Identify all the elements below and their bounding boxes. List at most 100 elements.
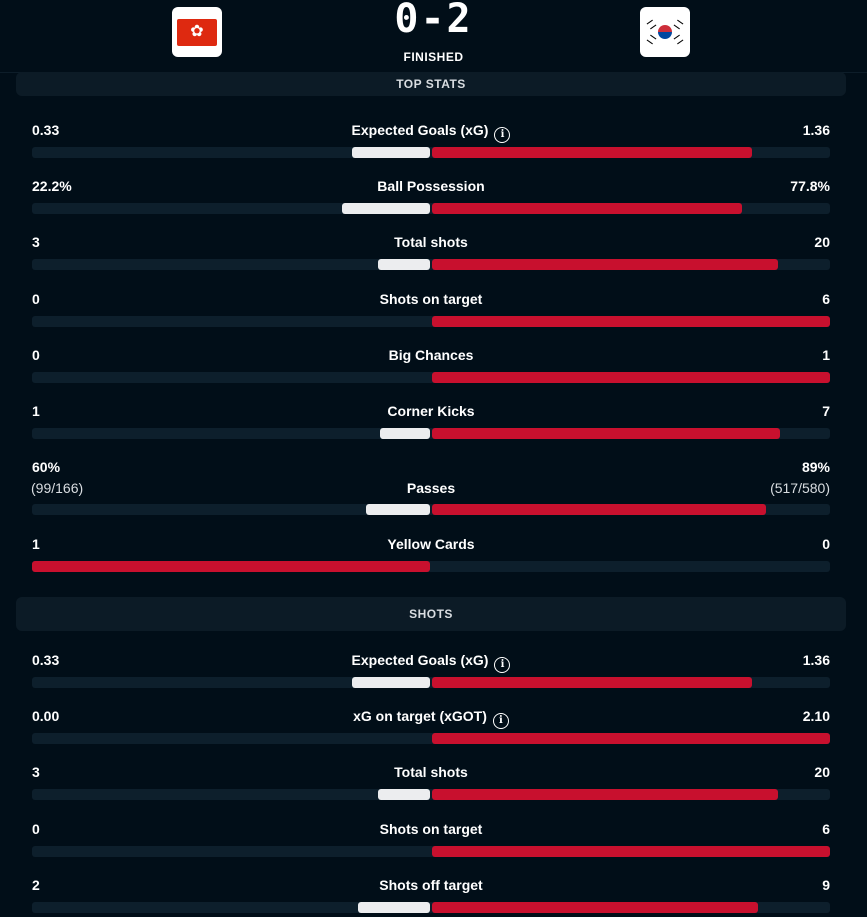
stat-label-text: Expected Goals (xG) — [351, 122, 489, 138]
away-stat-bar — [432, 789, 778, 800]
stat-label: Total shots — [32, 764, 830, 780]
away-stat-value: 1.36 — [802, 122, 830, 138]
stat-bar-track — [32, 733, 830, 744]
home-stat-bar — [352, 677, 430, 688]
stat-label: Passes — [32, 480, 830, 496]
stat-label-text: Total shots — [394, 234, 468, 250]
away-stat-value: 2.10 — [802, 708, 830, 724]
stat-bar-track — [32, 846, 830, 857]
stat-row: 0 6 Shots on target — [32, 291, 830, 331]
home-stat-value: 3 — [32, 234, 40, 250]
away-stat-value: 77.8% — [790, 178, 830, 194]
away-stat-bar — [432, 147, 752, 158]
stat-label: Expected Goals (xG) i — [32, 652, 830, 673]
away-stat-detail: (517/580) — [770, 480, 830, 496]
stat-bar-track — [32, 316, 830, 327]
home-stat-value: 2 — [32, 877, 40, 893]
stat-label-text: Shots on target — [379, 821, 483, 837]
south-korea-flag-icon — [644, 18, 686, 46]
stat-bar-track — [32, 372, 830, 383]
match-score: 0-2 — [394, 0, 473, 42]
hong-kong-flag-icon: ✿ — [177, 18, 217, 46]
away-stat-bar — [432, 259, 778, 270]
away-stat-bar — [432, 428, 780, 439]
info-icon[interactable]: i — [494, 657, 511, 673]
away-stat-value: 9 — [822, 877, 830, 893]
home-stat-value: 0 — [32, 291, 40, 307]
stat-row: 1 7 Corner Kicks — [32, 403, 830, 443]
stat-label: Corner Kicks — [32, 403, 830, 419]
stat-row: 1 0 Yellow Cards — [32, 536, 830, 576]
stat-bar-track — [32, 203, 830, 214]
home-stat-value: 0.33 — [32, 652, 60, 668]
stat-label-text: Shots off target — [379, 877, 483, 893]
stat-row: 3 20 Total shots — [32, 764, 830, 804]
stat-label: xG on target (xGOT) i — [32, 708, 830, 729]
home-stat-bar — [380, 428, 430, 439]
stat-bar-track — [32, 259, 830, 270]
away-stat-bar — [432, 846, 830, 857]
stat-row: 22.2% 77.8% Ball Possession — [32, 178, 830, 218]
away-stat-bar — [432, 316, 830, 327]
home-stat-value: 3 — [32, 764, 40, 780]
stat-label: Yellow Cards — [32, 536, 830, 552]
home-stat-bar — [342, 203, 430, 214]
stat-label: Shots on target — [32, 291, 830, 307]
away-stat-value: 20 — [814, 234, 830, 250]
home-stat-bar — [366, 504, 430, 515]
info-icon[interactable]: i — [494, 127, 511, 143]
stat-row: 0.00 2.10 xG on target (xGOT) i — [32, 708, 830, 748]
away-stat-value: 20 — [814, 764, 830, 780]
away-stat-bar — [432, 504, 766, 515]
home-stat-value: 0 — [32, 347, 40, 363]
home-stat-bar — [32, 561, 430, 572]
away-stat-value: 6 — [822, 291, 830, 307]
stat-row: 0.33 1.36 Expected Goals (xG) i — [32, 652, 830, 692]
away-stat-value: 1.36 — [802, 652, 830, 668]
stat-bar-track — [32, 428, 830, 439]
home-stat-value: 1 — [32, 403, 40, 419]
away-stat-value: 89% — [801, 459, 830, 475]
away-stat-value: 6 — [822, 821, 830, 837]
home-stat-bar — [358, 902, 430, 913]
stat-label: Total shots — [32, 234, 830, 250]
away-stat-bar — [432, 203, 742, 214]
stat-bar-track — [32, 677, 830, 688]
stat-label: Big Chances — [32, 347, 830, 363]
stat-label: Ball Possession — [32, 178, 830, 194]
section-header-0: TOP STATS — [16, 72, 846, 96]
home-stat-value: 0 — [32, 821, 40, 837]
stat-label-text: Corner Kicks — [387, 403, 475, 419]
away-stat-value: 1 — [822, 347, 830, 363]
match-header: ✿ 0-2 FINISHED — [0, 0, 867, 73]
stat-label-text: Ball Possession — [377, 178, 485, 194]
stat-label-text: xG on target (xGOT) — [353, 708, 487, 724]
stat-bar-track — [32, 902, 830, 913]
section-header-1: SHOTS — [16, 597, 846, 631]
stat-row: 60% 89% (99/166) (517/580) Passes — [31, 459, 830, 519]
away-stat-value: 0 — [822, 536, 830, 552]
stat-bar-track — [32, 147, 830, 158]
home-team-flag[interactable]: ✿ — [172, 7, 222, 57]
stat-row: 2 9 Shots off target — [32, 877, 830, 917]
home-stat-value: 0.33 — [32, 122, 60, 138]
stat-label: Expected Goals (xG) i — [32, 122, 830, 143]
home-stat-value: 1 — [32, 536, 40, 552]
home-stat-bar — [378, 259, 430, 270]
home-stat-bar — [378, 789, 430, 800]
away-stat-bar — [432, 733, 830, 744]
stat-label-text: Shots on target — [379, 291, 483, 307]
stat-label-text: Expected Goals (xG) — [351, 652, 489, 668]
away-team-flag[interactable] — [640, 7, 690, 57]
home-stat-detail: (99/166) — [31, 480, 84, 496]
info-icon[interactable]: i — [492, 713, 509, 729]
stat-row: 0 6 Shots on target — [32, 821, 830, 861]
stat-row: 3 20 Total shots — [32, 234, 830, 274]
away-stat-value: 7 — [822, 403, 830, 419]
stat-bar-track — [32, 561, 830, 572]
away-stat-bar — [432, 902, 758, 913]
home-stat-value: 60% — [32, 459, 61, 475]
stat-label-text: Big Chances — [388, 347, 474, 363]
stat-row: 0 1 Big Chances — [32, 347, 830, 387]
away-stat-bar — [432, 677, 752, 688]
